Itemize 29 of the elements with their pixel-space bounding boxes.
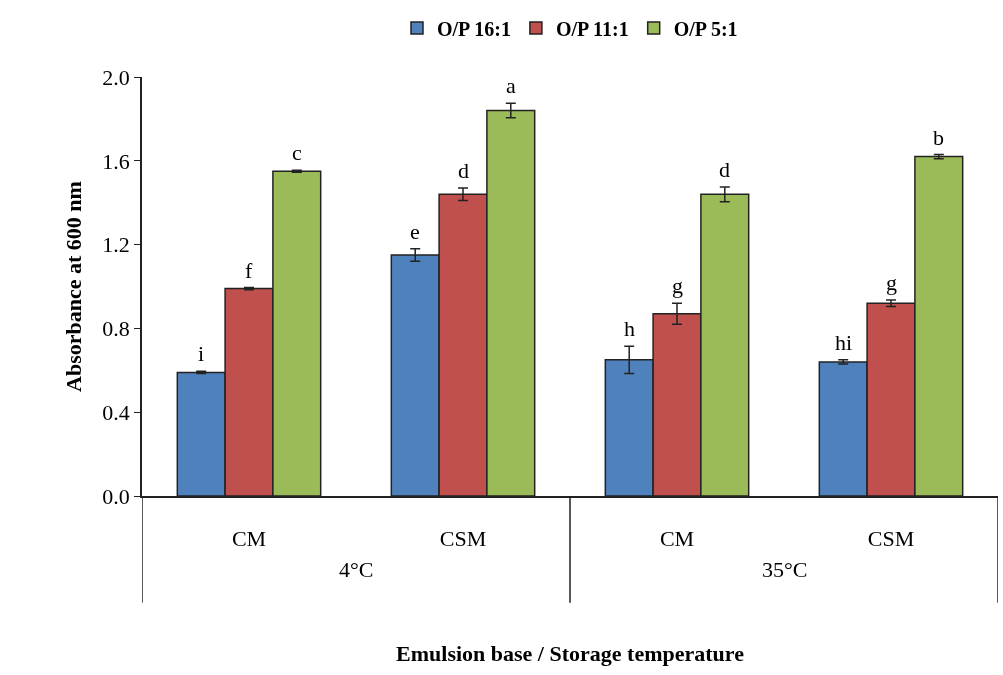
data-label: d bbox=[458, 158, 469, 183]
text: 35°C bbox=[762, 557, 808, 582]
y-axis-title: Absorbance at 600 nm bbox=[60, 181, 86, 392]
data-label: d bbox=[719, 157, 730, 182]
legend-label: O/P 5:1 bbox=[673, 17, 738, 40]
data-label: f bbox=[245, 258, 253, 283]
y-tick-label: 2.0 bbox=[102, 64, 130, 90]
data-label: c bbox=[292, 140, 302, 165]
data-label: b bbox=[933, 125, 944, 150]
y-tick-label: 0.4 bbox=[102, 399, 130, 425]
legend-label: O/P 16:1 bbox=[437, 17, 511, 40]
data-label: i bbox=[198, 341, 205, 366]
data-label: g bbox=[886, 270, 897, 295]
y-tick-label: 1.2 bbox=[102, 232, 130, 258]
x-tick-label: CSM bbox=[439, 526, 487, 552]
legend-label: O/P 11:1 bbox=[555, 17, 629, 40]
x-tick-label: CSM bbox=[867, 526, 915, 552]
x-tick-label: CM bbox=[659, 526, 695, 552]
y-tick-label: 1.6 bbox=[102, 148, 130, 174]
data-label: g bbox=[672, 273, 683, 298]
x-axis-title: Emulsion base / Storage temperature bbox=[396, 640, 745, 666]
data-label: a bbox=[506, 73, 516, 98]
text: 4°C bbox=[339, 557, 374, 582]
y-tick-label: 0.8 bbox=[102, 316, 130, 342]
data-label: hi bbox=[835, 330, 853, 355]
x-tick-label: CM bbox=[231, 526, 267, 552]
y-tick-label: 0.0 bbox=[102, 483, 130, 509]
data-label: h bbox=[624, 316, 635, 341]
data-label: e bbox=[410, 219, 420, 244]
